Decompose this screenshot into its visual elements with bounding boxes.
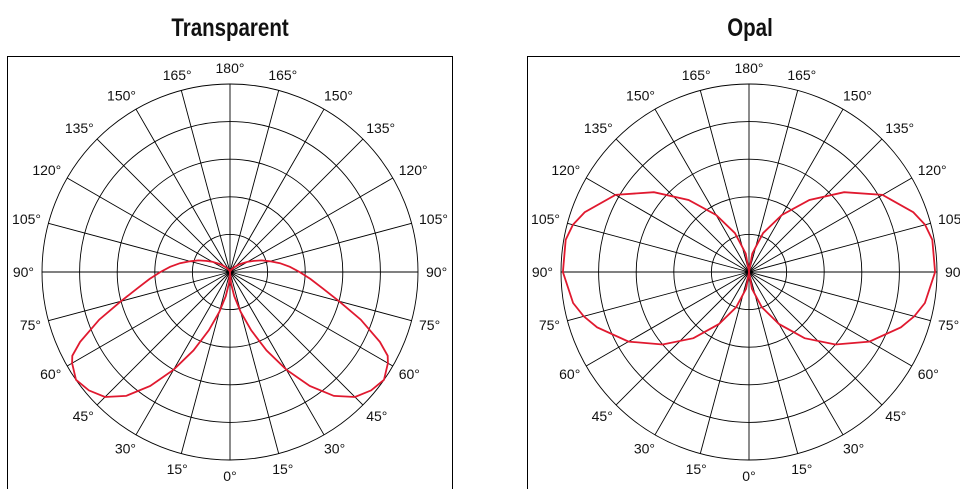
angle-label-right: 60° (399, 366, 420, 382)
polar-spoke (229, 271, 280, 454)
angle-label-left: 45° (73, 408, 94, 424)
polar-spoke (229, 271, 325, 436)
angle-label-right: 45° (366, 408, 387, 424)
polar-spoke (66, 177, 231, 273)
polar-spoke (48, 222, 231, 273)
polar-spoke (654, 108, 750, 273)
polar-spoke (229, 271, 412, 322)
polar-spoke (748, 271, 844, 436)
angle-label-left: 120° (551, 162, 580, 178)
angle-label-right: 75° (419, 317, 440, 333)
chart-title-opal: Opal (727, 14, 773, 42)
angle-label-left: 30° (634, 441, 655, 457)
polar-spoke (748, 90, 799, 273)
angle-label-left: 105° (531, 211, 560, 227)
angle-label-right: 15° (791, 461, 812, 477)
angle-label-left: 90° (532, 264, 553, 280)
polar-spoke (229, 108, 325, 273)
angle-label-right: 45° (885, 408, 906, 424)
angle-label-right: 150° (843, 87, 872, 103)
intensity-curve-left (561, 191, 750, 346)
angle-label-left: 105° (12, 211, 41, 227)
angle-label-right: 90° (945, 264, 960, 280)
polar-spoke (585, 271, 750, 367)
polar-chart-transparent: 0° 15° 30° 45° 60° 75° 90° 105° 120° 135° 150° 165°… (7, 56, 453, 489)
polar-spoke (229, 177, 394, 273)
angle-label-left: 150° (626, 87, 655, 103)
polar-spoke (180, 90, 231, 273)
polar-spoke (135, 108, 231, 273)
angle-label-right: 15° (272, 461, 293, 477)
angle-label-right: 105° (419, 211, 448, 227)
polar-spoke (585, 177, 750, 273)
angle-label-right: 60° (918, 366, 939, 382)
polar-spoke (748, 271, 913, 367)
polar-spoke (748, 138, 883, 273)
polar-spoke (748, 271, 799, 454)
chart-title-transparent: Transparent (171, 14, 289, 42)
angle-label-right: 30° (324, 441, 345, 457)
angle-label-left: 30° (115, 441, 136, 457)
polar-chart-opal: 0° 15° 30° 45° 60° 75° 90° 105° 120° 135° 150° 165°… (527, 56, 960, 489)
intensity-curve-left (71, 259, 231, 398)
polar-spoke (654, 271, 750, 436)
angle-label-left: 180° (216, 60, 245, 76)
angle-label-left: 150° (107, 87, 136, 103)
angle-label-left: 90° (13, 264, 34, 280)
polar-spoke (748, 271, 931, 322)
polar-spoke (748, 271, 883, 406)
angle-label-left: 135° (65, 120, 94, 136)
angle-label-right: 135° (366, 120, 395, 136)
polar-spoke (180, 271, 231, 454)
angle-label-left: 75° (539, 317, 560, 333)
polar-plot-opal: 0° 15° 30° 45° 60° 75° 90° 105° 120° 135° 150° 165°… (531, 60, 960, 484)
angle-label-left: 75° (20, 317, 41, 333)
angle-label-right: 30° (843, 441, 864, 457)
polar-spoke (748, 108, 844, 273)
polar-spoke (48, 271, 231, 322)
angle-label-right: 120° (918, 162, 947, 178)
angle-label-right: 135° (885, 120, 914, 136)
angle-label-right: 120° (399, 162, 428, 178)
angle-label-left: 135° (584, 120, 613, 136)
polar-spoke (229, 271, 394, 367)
polar-spoke (66, 271, 231, 367)
angle-label-right: 165° (268, 67, 297, 83)
angle-label-right: 165° (787, 67, 816, 83)
polar-spoke (135, 271, 231, 436)
polar-spoke (96, 138, 231, 273)
polar-plot-transparent: 0° 15° 30° 45° 60° 75° 90° 105° 120° 135° 150° 165°… (12, 60, 448, 484)
polar-spoke (699, 271, 750, 454)
polar-spoke (96, 271, 231, 406)
polar-spoke (229, 271, 364, 406)
intensity-curve-right (748, 191, 937, 346)
angle-label-left: 0° (223, 468, 236, 484)
angle-label-left: 60° (559, 366, 580, 382)
angle-label-left: 120° (32, 162, 61, 178)
polar-spoke (229, 138, 364, 273)
polar-spoke (748, 222, 931, 273)
angle-label-left: 15° (686, 461, 707, 477)
polar-spoke (615, 271, 750, 406)
angle-label-left: 0° (742, 468, 755, 484)
polar-spoke (229, 222, 412, 273)
angle-label-right: 90° (426, 264, 447, 280)
angle-label-left: 165° (682, 67, 711, 83)
angle-label-right: 105° (938, 211, 960, 227)
angle-label-left: 15° (167, 461, 188, 477)
angle-label-left: 60° (40, 366, 61, 382)
polar-spoke (567, 271, 750, 322)
polar-spoke (699, 90, 750, 273)
polar-spoke (229, 90, 280, 273)
polar-spoke (748, 177, 913, 273)
angle-label-left: 45° (592, 408, 613, 424)
angle-label-left: 165° (163, 67, 192, 83)
angle-label-right: 150° (324, 87, 353, 103)
angle-label-left: 180° (735, 60, 764, 76)
angle-label-right: 75° (938, 317, 959, 333)
polar-spoke (615, 138, 750, 273)
intensity-curve-right (229, 259, 389, 398)
polar-spoke (567, 222, 750, 273)
